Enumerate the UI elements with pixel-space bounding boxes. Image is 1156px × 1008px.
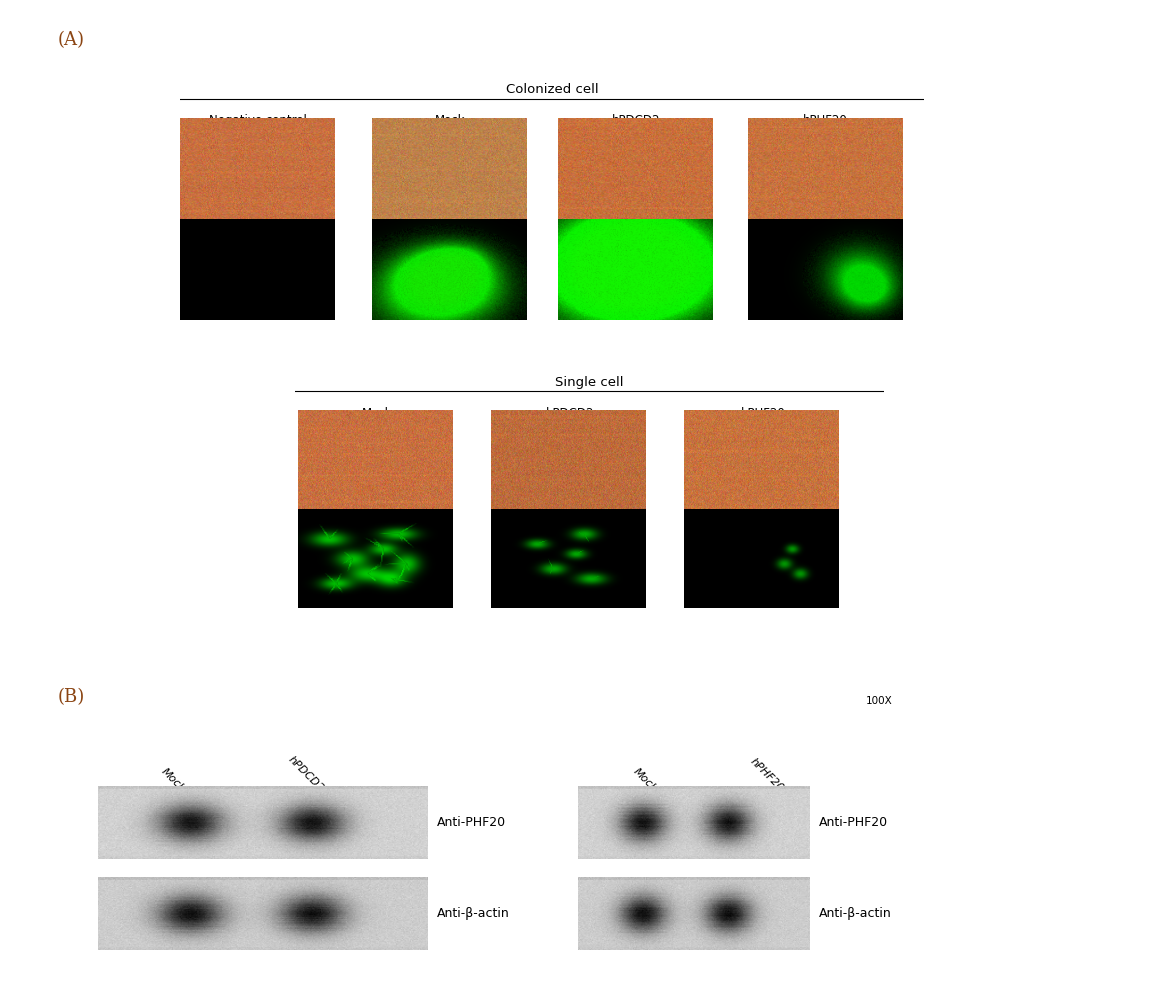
Text: Negative control: Negative control	[209, 114, 306, 127]
Text: Mock: Mock	[435, 114, 465, 127]
Text: hPDCD2: hPDCD2	[547, 407, 595, 420]
Text: Colonized cell: Colonized cell	[505, 84, 599, 97]
Text: (B): (B)	[58, 688, 86, 707]
Text: Mock: Mock	[631, 766, 659, 793]
Text: Mock: Mock	[160, 766, 187, 793]
Text: 100X: 100X	[866, 696, 892, 706]
Text: Anti-PHF20: Anti-PHF20	[437, 816, 506, 829]
Text: Single cell: Single cell	[555, 376, 624, 389]
Text: Anti-PHF20: Anti-PHF20	[818, 816, 888, 829]
Text: hPHF20: hPHF20	[803, 114, 847, 127]
Text: hPDCD2: hPDCD2	[612, 114, 660, 127]
Text: hPDCD2: hPDCD2	[287, 754, 326, 793]
Text: hPHF20: hPHF20	[748, 756, 785, 793]
Text: (A): (A)	[58, 31, 84, 49]
Text: Anti-β-actin: Anti-β-actin	[437, 907, 510, 919]
Text: Anti-β-actin: Anti-β-actin	[818, 907, 891, 919]
Text: hPHF20: hPHF20	[741, 407, 786, 420]
Text: Mock: Mock	[362, 407, 393, 420]
